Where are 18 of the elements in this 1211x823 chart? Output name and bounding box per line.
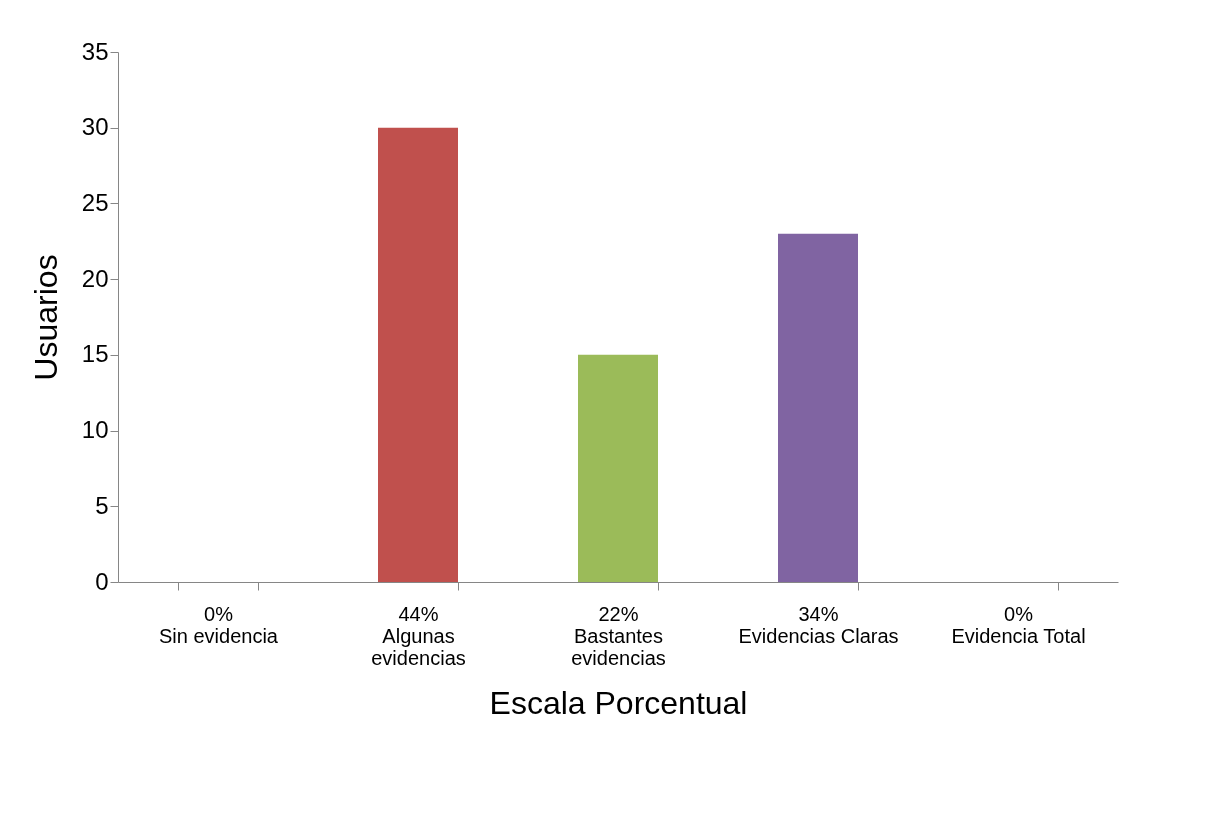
- y-tick-label: 10: [81, 416, 109, 444]
- x-tick-label: 34% Evidencias Claras: [738, 602, 899, 647]
- x-tick-label: 44% Algunas evidencias: [371, 602, 466, 669]
- y-tick-label: 20: [81, 264, 109, 292]
- y-tick-label: 35: [81, 37, 109, 65]
- y-tick-label: 15: [81, 340, 109, 368]
- x-tick-label: 0% Sin evidencia: [159, 602, 279, 647]
- y-axis-title: Usuarios: [27, 254, 64, 381]
- bar: [578, 354, 658, 582]
- bar: [378, 127, 458, 582]
- y-tick-label: 0: [95, 567, 109, 595]
- x-tick-label: 0% Evidencia Total: [951, 602, 1086, 647]
- x-tick-label: 22% Bastantes evidencias: [571, 602, 666, 669]
- x-axis-title: Escala Porcentual: [489, 684, 748, 721]
- y-tick-label: 30: [81, 113, 109, 141]
- y-tick-label: 25: [81, 188, 109, 216]
- y-tick-label: 5: [95, 491, 109, 519]
- bar: [778, 233, 858, 582]
